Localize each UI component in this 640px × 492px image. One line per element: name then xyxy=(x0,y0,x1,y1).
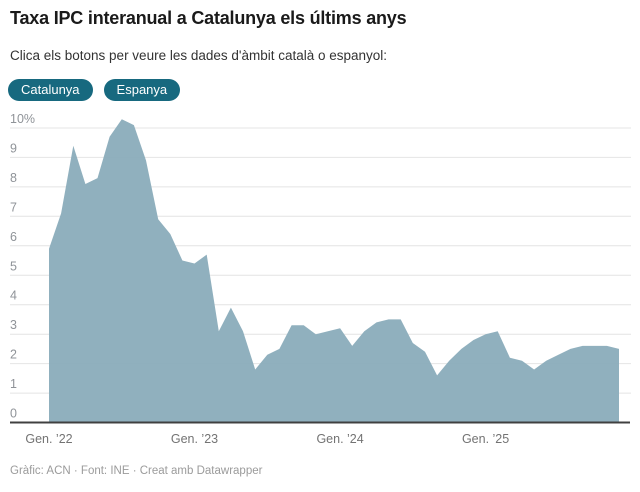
y-axis-label: 7 xyxy=(10,200,17,214)
y-axis-label: 6 xyxy=(10,230,17,244)
area-series-catalunya xyxy=(49,119,619,423)
x-axis-label: Gen. ’22 xyxy=(25,432,72,446)
y-axis-label: 8 xyxy=(10,171,17,185)
x-axis-label: Gen. ’24 xyxy=(316,432,363,446)
y-axis-label: 3 xyxy=(10,318,17,332)
espanya-button[interactable]: Espanya xyxy=(103,79,181,101)
x-axis-label: Gen. ’25 xyxy=(462,432,509,446)
y-axis-label: 0 xyxy=(10,407,17,421)
y-axis-label: 5 xyxy=(10,259,17,273)
scope-button-group: Catalunya Espanya xyxy=(8,79,181,101)
catalunya-button[interactable]: Catalunya xyxy=(8,79,93,101)
chart-credits: Gràfic: ACN · Font: INE · Creat amb Data… xyxy=(10,465,263,477)
cpi-area-chart: 0 1 2 3 4 5 6 7 8 9 10% Gen. ’22 Gen. ’23 Gen. ’24 Gen… xyxy=(10,112,631,446)
y-axis-label: 9 xyxy=(10,141,17,155)
y-axis-label: 4 xyxy=(10,289,17,303)
y-axis-label: 2 xyxy=(10,348,17,362)
y-axis-label: 1 xyxy=(10,377,17,391)
chart-subtitle: Clica els botons per veure les dades d'à… xyxy=(10,48,388,63)
x-axis-label: Gen. ’23 xyxy=(171,432,218,446)
page-title: Taxa IPC interanual a Catalunya els últi… xyxy=(10,8,407,28)
y-axis-label: 10% xyxy=(10,112,35,126)
